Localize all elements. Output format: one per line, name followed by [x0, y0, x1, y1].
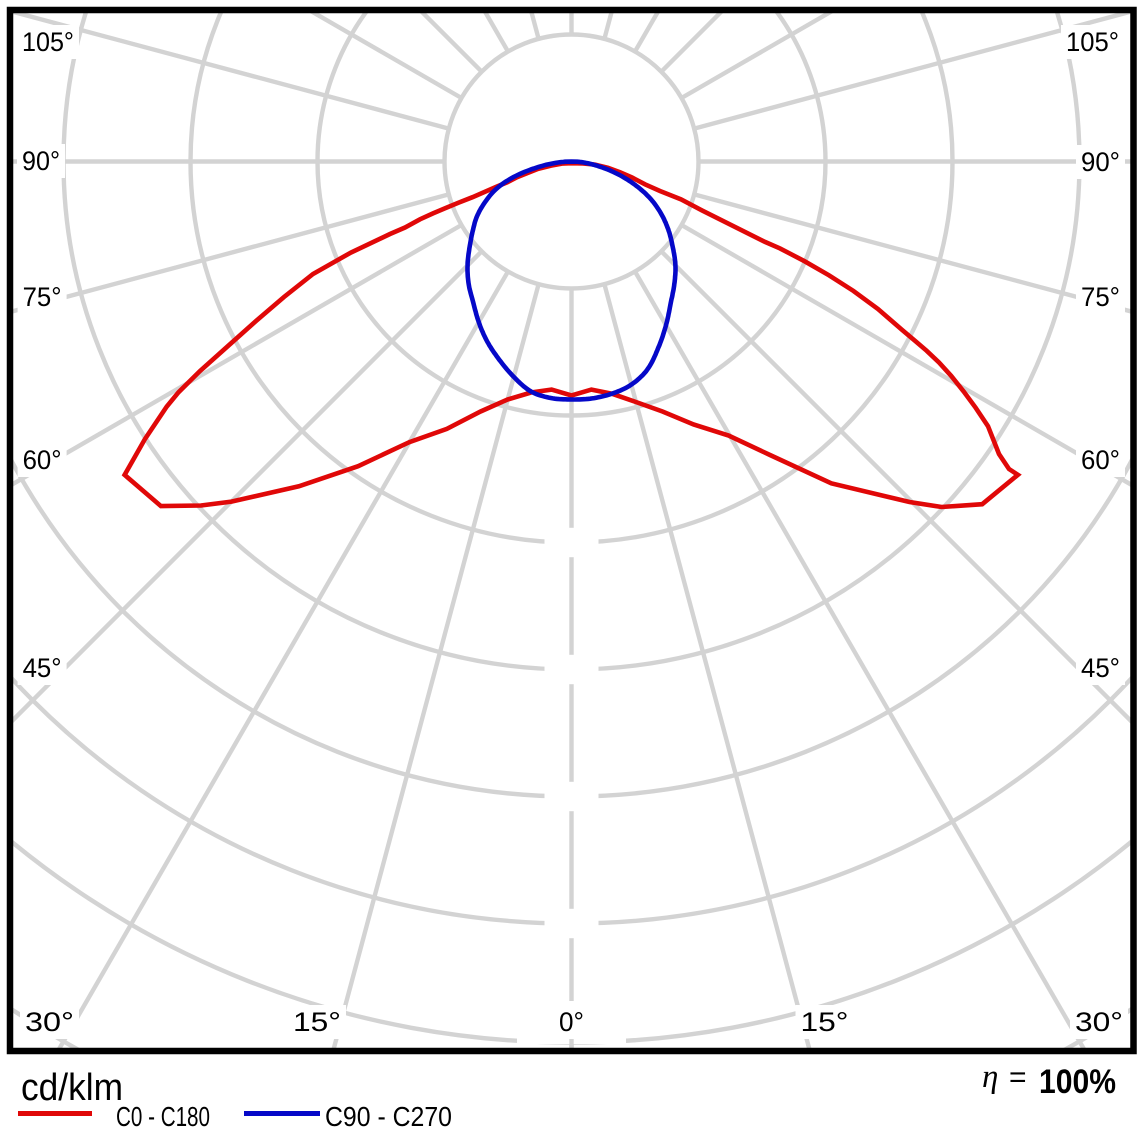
svg-text:15°: 15° [801, 1007, 849, 1037]
svg-text:=: = [1009, 1061, 1027, 1094]
svg-text:30°: 30° [1075, 1007, 1123, 1037]
svg-text:105°: 105° [22, 27, 74, 57]
svg-text:60°: 60° [1081, 445, 1120, 475]
svg-text:30°: 30° [25, 1007, 74, 1037]
svg-text:75°: 75° [1081, 282, 1120, 312]
svg-text:105°: 105° [1066, 27, 1119, 57]
svg-text:100%: 100% [1039, 1063, 1116, 1101]
svg-text:90°: 90° [1081, 147, 1120, 177]
svg-text:90°: 90° [22, 146, 60, 176]
svg-text:60°: 60° [23, 445, 62, 475]
svg-text:45°: 45° [23, 653, 62, 683]
svg-text:C0 - C180: C0 - C180 [116, 1101, 210, 1132]
svg-text:cd/klm: cd/klm [21, 1067, 123, 1109]
svg-text:75°: 75° [23, 282, 62, 312]
svg-text:15°: 15° [293, 1007, 341, 1037]
svg-text:η: η [982, 1059, 998, 1095]
svg-text:45°: 45° [1081, 653, 1120, 683]
svg-text:0°: 0° [559, 1007, 584, 1037]
svg-text:C90 - C270: C90 - C270 [325, 1101, 452, 1132]
